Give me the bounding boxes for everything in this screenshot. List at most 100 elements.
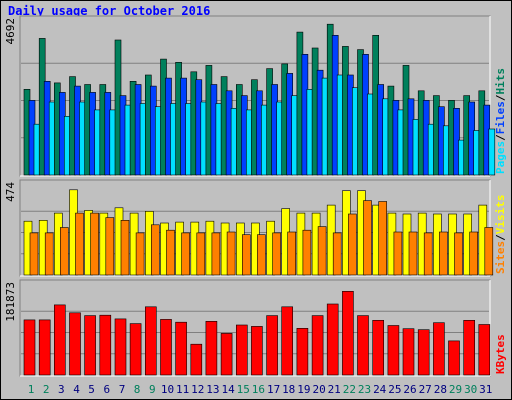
sites-bar-day-18 [287,231,297,276]
sites-bar-day-23 [363,200,372,276]
kbytes-bar-day-4 [69,312,81,376]
legend-entry: Hits [494,68,507,95]
ymax-label-kbytes: 181873 [4,282,17,322]
day-label-30: 30 [464,383,477,396]
chart-title: Daily usage for October 2016 [8,4,211,18]
legend-entry: / [494,134,507,141]
legend-kbytes: KBytes [494,334,507,374]
legend-entry: / [494,94,507,101]
legend-visits-sites: Sites/Visits [494,195,507,275]
kbytes-bar-day-23 [357,315,369,376]
legend-entry: / [494,234,507,241]
day-label-22: 22 [343,383,356,396]
sites-bar-day-12 [196,232,206,276]
day-label-23: 23 [358,383,371,396]
sites-bar-day-30 [469,231,479,276]
kbytes-bar-day-12 [190,343,203,376]
kbytes-bar-day-31 [478,324,491,376]
kbytes-bar-day-18 [281,306,294,376]
sites-bar-day-10 [166,229,175,276]
day-label-26: 26 [403,383,416,396]
sites-bar-day-13 [211,232,221,276]
legend-entry: KBytes [494,334,507,374]
day-label-28: 28 [434,383,447,396]
sites-bar-day-29 [454,232,463,276]
day-label-27: 27 [419,383,432,396]
sites-bar-day-8 [135,232,145,276]
day-label-12: 12 [191,383,204,396]
kbytes-bar-day-17 [266,315,278,376]
sites-bar-day-5 [90,212,99,276]
kbytes-bar-day-28 [433,322,445,376]
legend-entry: Files [494,101,507,134]
kbytes-bar-day-5 [84,315,96,376]
day-label-1: 1 [28,383,35,396]
kbytes-bar-day-27 [417,329,430,376]
kbytes-bar-day-24 [372,319,385,376]
day-label-18: 18 [282,383,295,396]
kbytes-bar-day-29 [448,340,460,376]
legend-entry: Pages [494,141,507,174]
kbytes-bar-day-16 [251,326,263,376]
sites-bar-day-3 [59,227,69,276]
kbytes-bar-day-1 [23,319,36,376]
sites-bar-day-15 [242,234,251,276]
day-label-6: 6 [103,383,110,396]
sites-bar-day-6 [105,217,115,276]
day-label-9: 9 [149,383,156,396]
day-label-8: 8 [134,383,141,396]
kbytes-bar-day-8 [129,323,142,376]
legend-entry: Visits [494,195,507,235]
sites-bar-day-26 [408,231,418,276]
day-label-17: 17 [267,383,280,396]
kbytes-bar-day-21 [326,303,339,376]
kbytes-bar-day-2 [38,319,51,376]
kbytes-bar-day-25 [387,325,400,376]
sites-bar-day-24 [378,201,388,276]
kbytes-bar-day-30 [463,319,476,376]
day-label-10: 10 [161,383,174,396]
sites-bar-day-11 [181,232,190,276]
kbytes-bar-day-7 [114,318,127,376]
kbytes-bar-day-15 [236,324,248,376]
sites-bar-day-7 [120,220,130,276]
day-label-21: 21 [328,383,341,396]
kbytes-bar-day-3 [53,304,66,376]
day-label-2: 2 [43,383,50,396]
ymax-label-hits-files-pages: 4692 [4,18,17,45]
kbytes-bar-day-6 [99,314,112,376]
day-label-31: 31 [479,383,492,396]
day-label-3: 3 [58,383,65,396]
day-label-7: 7 [119,383,126,396]
sites-bar-day-31 [484,227,494,276]
sites-bar-day-1 [29,232,39,276]
sites-bar-day-25 [393,231,403,276]
sites-bar-day-14 [226,231,236,276]
sites-bar-day-4 [75,212,84,276]
sites-bar-day-16 [257,234,266,276]
kbytes-bar-day-9 [145,306,157,376]
sites-bar-day-9 [151,224,160,276]
legend-hits-files-pages: Pages/Files/Hits [494,68,507,174]
sites-bar-day-21 [332,232,342,276]
kbytes-bar-day-20 [311,315,324,376]
day-label-25: 25 [388,383,401,396]
day-label-24: 24 [373,383,387,396]
day-label-20: 20 [312,383,325,396]
kbytes-bar-day-10 [160,319,172,376]
day-label-5: 5 [88,383,95,396]
sites-bar-day-17 [272,232,281,276]
day-label-16: 16 [252,383,265,396]
kbytes-bar-day-19 [296,327,309,376]
day-label-11: 11 [176,383,189,396]
sites-bar-day-19 [302,229,312,276]
day-label-13: 13 [206,383,219,396]
day-label-14: 14 [221,383,235,396]
kbytes-bar-day-22 [342,290,354,376]
sites-bar-day-2 [44,232,54,276]
pages-bar-day-31 [488,128,496,176]
sites-bar-day-28 [439,231,448,276]
day-label-19: 19 [297,383,310,396]
kbytes-bar-day-14 [220,333,233,376]
